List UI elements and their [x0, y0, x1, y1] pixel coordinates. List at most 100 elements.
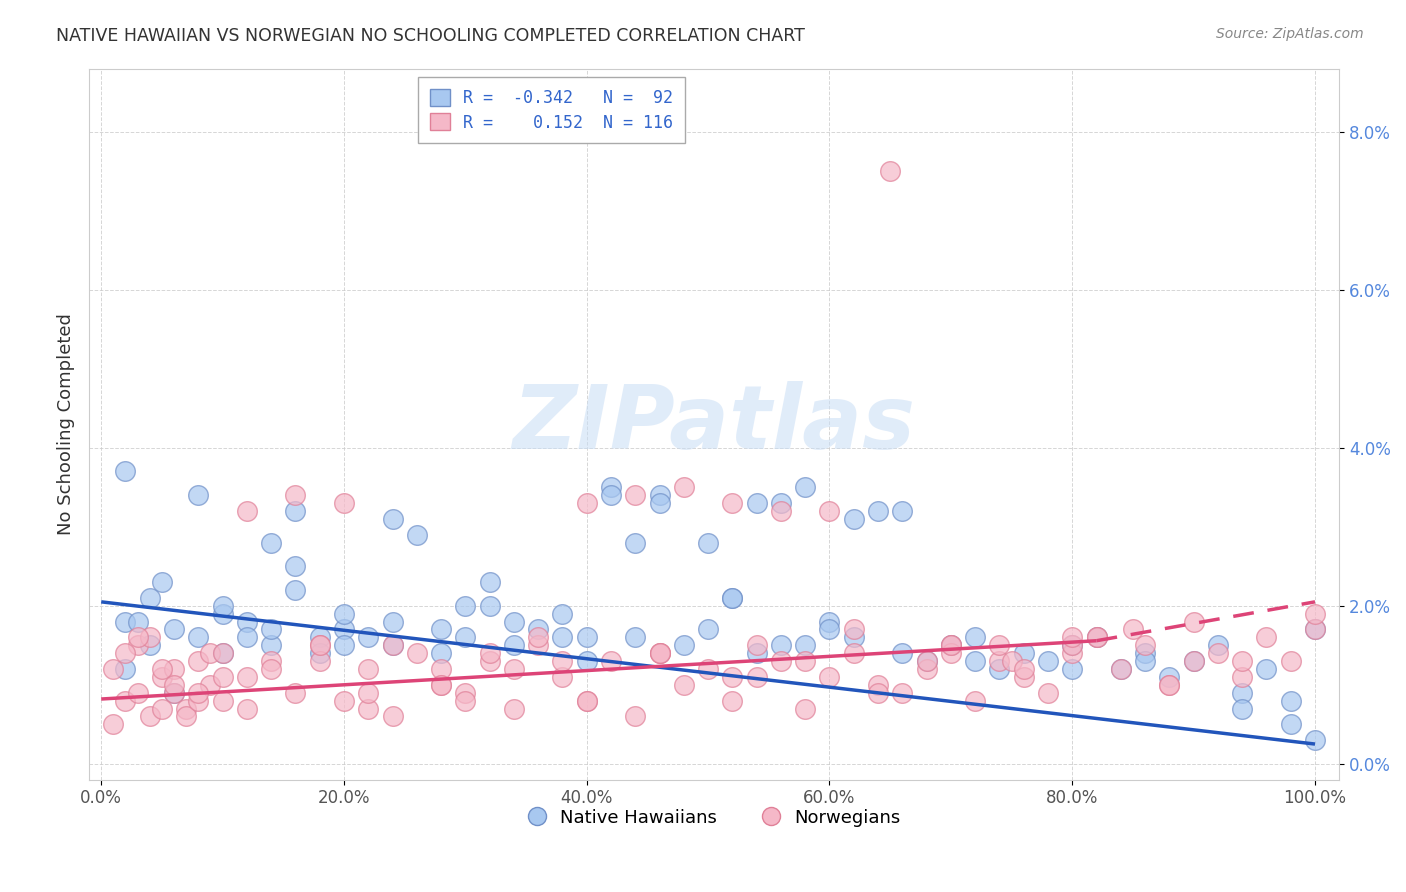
- Point: [1159, 678, 1181, 692]
- Point: [260, 623, 283, 637]
- Point: [333, 623, 356, 637]
- Point: [430, 662, 453, 676]
- Point: [551, 654, 574, 668]
- Point: [794, 480, 817, 494]
- Point: [114, 615, 136, 629]
- Point: [1062, 638, 1084, 652]
- Point: [308, 631, 330, 645]
- Point: [1303, 607, 1326, 621]
- Point: [575, 693, 598, 707]
- Point: [381, 709, 404, 723]
- Point: [818, 623, 841, 637]
- Point: [1206, 638, 1229, 652]
- Point: [187, 693, 209, 707]
- Point: [284, 559, 307, 574]
- Point: [1122, 623, 1144, 637]
- Point: [745, 638, 768, 652]
- Point: [721, 591, 744, 605]
- Point: [1085, 631, 1108, 645]
- Point: [769, 654, 792, 668]
- Point: [308, 638, 330, 652]
- Point: [284, 504, 307, 518]
- Point: [672, 480, 695, 494]
- Point: [430, 623, 453, 637]
- Point: [1085, 631, 1108, 645]
- Point: [405, 527, 427, 541]
- Point: [745, 496, 768, 510]
- Point: [163, 686, 186, 700]
- Point: [1230, 670, 1253, 684]
- Point: [624, 631, 647, 645]
- Point: [405, 646, 427, 660]
- Point: [1133, 638, 1156, 652]
- Point: [1012, 646, 1035, 660]
- Point: [503, 662, 526, 676]
- Point: [174, 701, 197, 715]
- Point: [575, 654, 598, 668]
- Point: [139, 631, 162, 645]
- Point: [260, 662, 283, 676]
- Point: [794, 701, 817, 715]
- Point: [308, 646, 330, 660]
- Point: [236, 615, 259, 629]
- Point: [333, 607, 356, 621]
- Point: [600, 654, 623, 668]
- Point: [527, 638, 550, 652]
- Point: [503, 701, 526, 715]
- Point: [127, 638, 149, 652]
- Point: [745, 646, 768, 660]
- Point: [915, 654, 938, 668]
- Point: [1206, 646, 1229, 660]
- Point: [1133, 646, 1156, 660]
- Point: [211, 646, 233, 660]
- Point: [988, 638, 1011, 652]
- Point: [965, 631, 987, 645]
- Point: [308, 638, 330, 652]
- Point: [1062, 646, 1084, 660]
- Point: [187, 631, 209, 645]
- Point: [939, 638, 962, 652]
- Point: [769, 638, 792, 652]
- Point: [114, 693, 136, 707]
- Point: [200, 646, 222, 660]
- Point: [624, 488, 647, 502]
- Point: [139, 591, 162, 605]
- Point: [1303, 623, 1326, 637]
- Point: [988, 654, 1011, 668]
- Point: [818, 504, 841, 518]
- Point: [211, 607, 233, 621]
- Point: [648, 646, 671, 660]
- Text: ZIPatlas: ZIPatlas: [513, 381, 915, 467]
- Point: [842, 623, 865, 637]
- Point: [988, 662, 1011, 676]
- Point: [236, 631, 259, 645]
- Point: [357, 662, 380, 676]
- Point: [1230, 654, 1253, 668]
- Point: [284, 488, 307, 502]
- Point: [600, 480, 623, 494]
- Point: [866, 504, 889, 518]
- Point: [1159, 670, 1181, 684]
- Point: [624, 709, 647, 723]
- Point: [211, 599, 233, 613]
- Point: [454, 631, 477, 645]
- Point: [127, 631, 149, 645]
- Point: [575, 496, 598, 510]
- Point: [624, 535, 647, 549]
- Point: [430, 678, 453, 692]
- Point: [114, 646, 136, 660]
- Point: [1182, 654, 1205, 668]
- Point: [284, 686, 307, 700]
- Point: [150, 662, 173, 676]
- Point: [866, 686, 889, 700]
- Point: [842, 646, 865, 660]
- Point: [891, 504, 914, 518]
- Point: [150, 670, 173, 684]
- Point: [794, 638, 817, 652]
- Point: [697, 623, 720, 637]
- Point: [648, 646, 671, 660]
- Point: [454, 693, 477, 707]
- Y-axis label: No Schooling Completed: No Schooling Completed: [58, 313, 75, 535]
- Point: [260, 535, 283, 549]
- Legend: Native Hawaiians, Norwegians: Native Hawaiians, Norwegians: [520, 802, 908, 835]
